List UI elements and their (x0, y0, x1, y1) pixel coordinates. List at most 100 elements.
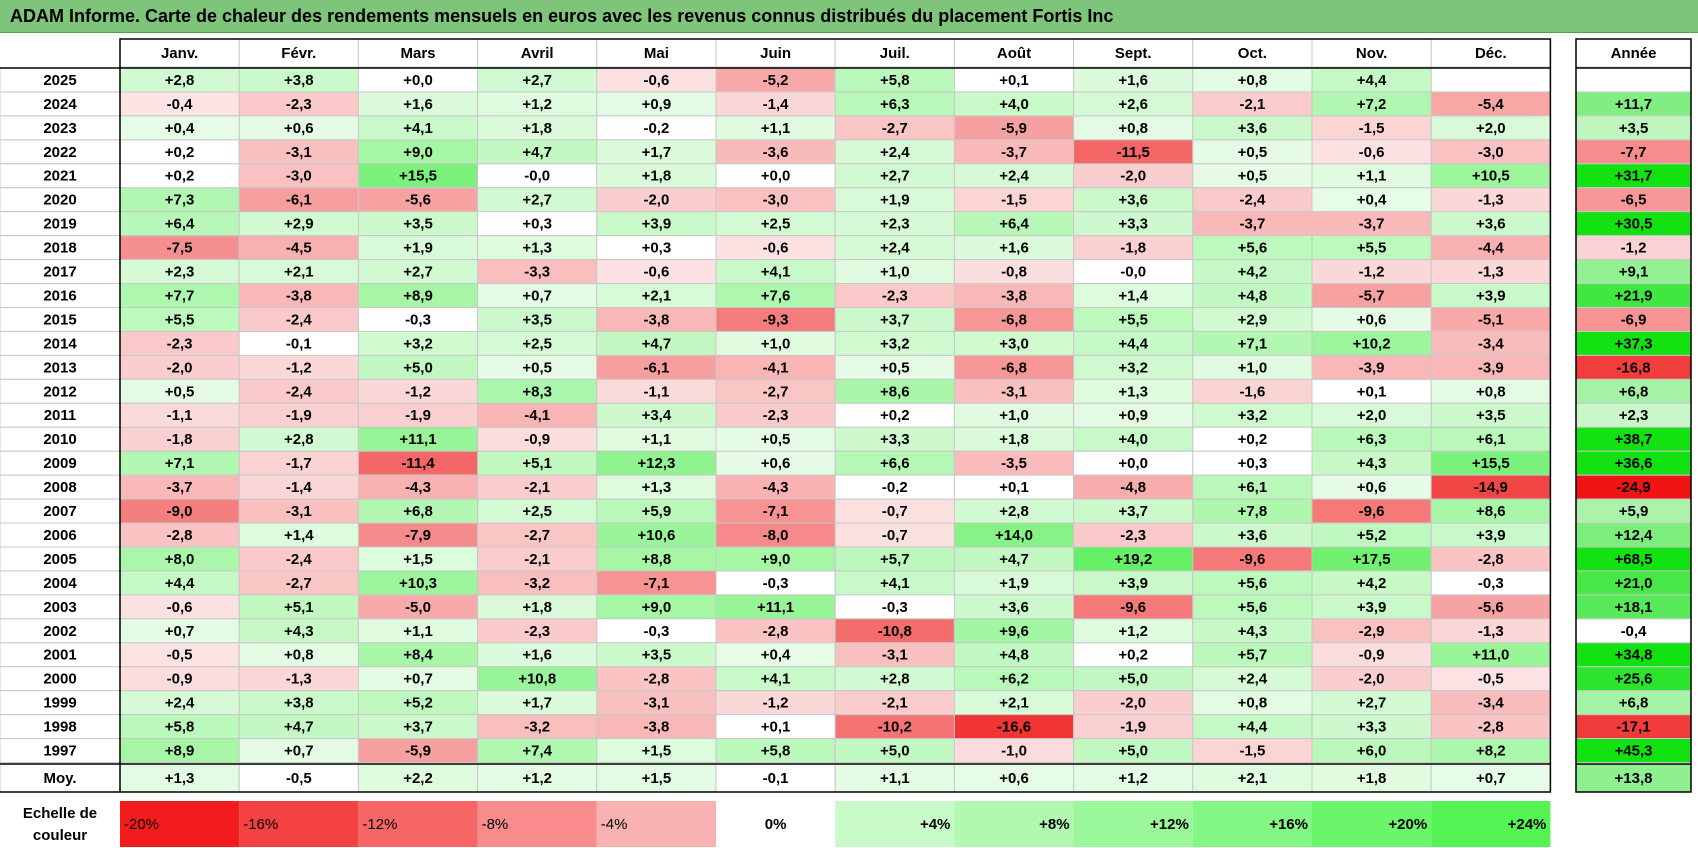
heatmap-cell-value: +8,8 (642, 551, 672, 568)
heatmap-cell-value: +8,4 (403, 647, 433, 664)
heatmap-cell-value: -1,5 (1001, 192, 1027, 209)
heatmap-cell-value: -2,7 (286, 575, 312, 592)
heatmap-cell-value: +0,8 (1238, 695, 1268, 712)
heatmap-cell-value: -2,8 (763, 623, 789, 640)
heatmap-cell-value: -3,4 (1478, 335, 1505, 352)
color-scale-label: -12% (362, 816, 397, 833)
average-cell-value: +0,7 (1476, 770, 1506, 787)
average-cell (1192, 763, 1313, 793)
heatmap-cell-value: -0,7 (882, 527, 908, 544)
month-header-label: Sept. (1115, 45, 1152, 62)
heatmap-cell-value: +0,2 (165, 144, 195, 161)
heatmap-cell-value: +1,1 (642, 431, 672, 448)
table-row: 2007 -9,0 -3,1 +6,8 +2,5 +5,9 -7,1 -0,7 +2,8 +3,7… (0, 498, 1692, 524)
heatmap-cell-value: -10,8 (878, 623, 912, 640)
heatmap-cell-value: +7,8 (1238, 503, 1268, 520)
year-label: 1998 (43, 719, 76, 736)
heatmap-cell-value: +10,2 (1353, 335, 1391, 352)
annual-cell-value: +21,9 (1615, 287, 1653, 304)
table-row: 2013 -2,0 -1,2 +5,0 +0,5 -6,1 -4,1 +0,5 -6,8 +3,2… (0, 354, 1692, 380)
heatmap-cell-value: +0,4 (1357, 192, 1387, 209)
heatmap-cell-value: +3,4 (642, 407, 672, 424)
heatmap-cell-value: +1,2 (1118, 623, 1148, 640)
color-scale-label: -20% (124, 816, 159, 833)
heatmap-cell-value: +2,5 (761, 216, 791, 233)
heatmap-cell-value: -7,1 (763, 503, 789, 520)
heatmap-cell-value: +0,0 (1118, 455, 1148, 472)
annual-cell-value: +37,3 (1615, 335, 1653, 352)
heatmap-cell-value: -0,6 (643, 264, 669, 281)
annual-header-label: Année (1611, 45, 1657, 62)
heatmap-cell-value: -2,8 (643, 671, 669, 688)
heatmap-cell-value: +0,4 (761, 647, 791, 664)
heatmap-cell-value: -1,9 (1120, 719, 1146, 736)
heatmap-cell-value: +1,7 (642, 144, 672, 161)
heatmap-cell-value: +5,0 (1118, 743, 1148, 760)
heatmap-cell-value: +1,0 (761, 335, 791, 352)
heatmap-cell-value: +5,0 (403, 359, 433, 376)
year-label: 2003 (43, 599, 76, 616)
heatmap-cell-value: -4,1 (524, 407, 550, 424)
month-header-label: Oct. (1238, 45, 1267, 62)
heatmap-cell-value: -3,7 (167, 479, 193, 496)
heatmap-cell-value: -2,0 (167, 359, 193, 376)
heatmap-cell-value: -0,9 (524, 431, 550, 448)
average-annual-value: +13,8 (1615, 770, 1653, 787)
heatmap-cell-value: +2,9 (284, 216, 314, 233)
color-scale-label: +8% (1039, 816, 1069, 833)
heatmap-cell-value: +4,1 (761, 264, 791, 281)
annual-cell-value: +9,1 (1619, 264, 1649, 281)
heatmap-cell-value: +0,1 (761, 719, 791, 736)
annual-cell-value: +12,4 (1615, 527, 1654, 544)
heatmap-cell-value: +3,9 (1357, 599, 1387, 616)
average-cell (1073, 763, 1194, 793)
heatmap-cell-value: +5,0 (880, 743, 910, 760)
month-header-label: Janv. (161, 45, 198, 62)
year-label: 2019 (43, 216, 76, 233)
heatmap-cell-value: +6,8 (403, 503, 433, 520)
heatmap-cell-value: -2,8 (1478, 551, 1504, 568)
heatmap-cell-value: +3,3 (1118, 216, 1148, 233)
heatmap-cell-value: +2,3 (880, 216, 910, 233)
heatmap-cell-value: -4,4 (1478, 240, 1505, 257)
table-row: 1997 +8,9 +0,7 -5,9 +7,4 +1,5 +5,8 +5,0 -1,0 +5,0… (0, 738, 1692, 764)
heatmap-cell-value: -2,4 (286, 551, 313, 568)
heatmap-cell-value: -1,3 (286, 671, 312, 688)
average-cell-value: -0,5 (286, 770, 312, 787)
year-label: 2007 (43, 503, 76, 520)
month-header-label: Mars (400, 45, 435, 62)
heatmap-cell-value: -3,2 (524, 719, 550, 736)
heatmap-cell-value: -2,0 (1359, 671, 1385, 688)
color-scale-swatch (239, 801, 359, 847)
heatmap-cell-value: +0,1 (999, 479, 1029, 496)
heatmap-cell-value: +2,8 (284, 431, 314, 448)
heatmap-cell-value: -2,3 (524, 623, 550, 640)
heatmap-cell-value: +1,5 (642, 743, 672, 760)
heatmap-cell-value: -0,9 (1359, 647, 1385, 664)
annual-cell-value: +38,7 (1615, 431, 1653, 448)
heatmap-cell-value: +3,3 (880, 431, 910, 448)
heatmap-cell-value: +7,4 (522, 743, 552, 760)
heatmap-cell-value: -3,7 (1239, 216, 1265, 233)
heatmap-cell-value: -1,5 (1239, 743, 1265, 760)
heatmap-cell-value: +4,7 (522, 144, 552, 161)
heatmap-cell-value: +2,3 (165, 264, 195, 281)
heatmap-cell-value: +5,0 (1118, 671, 1148, 688)
heatmap-cell-value: +5,1 (284, 599, 314, 616)
annual-cell-value: +25,6 (1615, 671, 1653, 688)
year-label: 2015 (43, 311, 76, 328)
heatmap-cell-value: +4,3 (1357, 455, 1387, 472)
heatmap-cell-value: +1,2 (522, 96, 552, 113)
heatmap-cell-value: +11,1 (757, 599, 794, 616)
heatmap-cell-value: -3,0 (1478, 144, 1504, 161)
heatmap-cell-value: +8,6 (1476, 503, 1506, 520)
heatmap-cell-value: +2,4 (880, 144, 910, 161)
heatmap-cell-value: +3,7 (403, 719, 433, 736)
heatmap-cell-value: -5,6 (1478, 599, 1504, 616)
heatmap-cell-value: -9,6 (1359, 503, 1385, 520)
heatmap-cell-value: +2,8 (165, 72, 195, 89)
heatmap-cell-value: -2,9 (1359, 623, 1385, 640)
heatmap-cell-value: -3,9 (1359, 359, 1385, 376)
heatmap-cell-value: -0,2 (882, 479, 908, 496)
